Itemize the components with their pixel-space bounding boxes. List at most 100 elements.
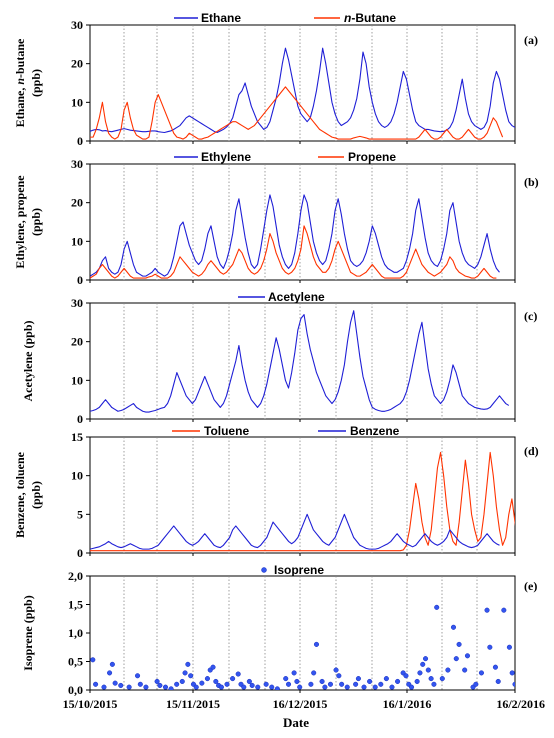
panel-b-ytick-label-0: 0: [77, 273, 83, 287]
panel-e-series: [90, 604, 515, 690]
panel-e-ylabel: Isoprene (ppb): [21, 595, 35, 670]
point-isoprene-44: [297, 684, 303, 690]
panel-e-frame: [89, 575, 516, 691]
point-isoprene-22: [199, 680, 205, 686]
panel-d-yticks: 0 5 10 15: [71, 430, 90, 560]
point-isoprene-11: [154, 678, 160, 685]
panel-d-ytick-label-0: 0: [77, 546, 83, 560]
point-isoprene-49: [319, 678, 325, 685]
point-isoprene-14: [168, 686, 174, 690]
series-line-ethane: [90, 47, 515, 134]
point-isoprene-61: [378, 681, 384, 687]
point-isoprene-15: [174, 681, 180, 687]
point-isoprene-28: [218, 684, 224, 690]
point-isoprene-1: [93, 681, 99, 687]
point-isoprene-82: [462, 667, 468, 673]
point-isoprene-74: [428, 676, 434, 682]
series-line-acetylene: [90, 310, 510, 413]
x-tick-label-4: 16/2/2016: [496, 697, 545, 711]
point-isoprene-10: [143, 684, 149, 690]
point-isoprene-35: [249, 682, 255, 688]
point-isoprene-51: [327, 681, 334, 687]
panel-e-legend: Isoprene: [261, 563, 324, 577]
point-isoprene-50: [322, 684, 328, 690]
panel-c-series: [90, 310, 510, 413]
panel-a-tag: (a): [524, 33, 538, 47]
point-isoprene-47: [311, 670, 317, 676]
x-tick-label-0: 15/10/2015: [63, 697, 118, 711]
panel-b-tag: (b): [524, 175, 539, 189]
panel-b-ytick-label-1: 10: [71, 234, 83, 248]
point-isoprene-64: [395, 678, 401, 685]
panel-c-legend: Acetylene: [238, 290, 325, 304]
point-isoprene-54: [339, 681, 345, 687]
panel-d-series: [90, 451, 515, 552]
panel-d-ytick-label-3: 15: [71, 430, 83, 444]
panel-e-ytick-label-3: 1,5: [68, 598, 83, 612]
point-isoprene-9: [137, 681, 143, 687]
point-isoprene-29: [224, 681, 230, 687]
point-isoprene-58: [361, 684, 367, 690]
point-isoprene-90: [495, 678, 501, 685]
panel-c: 0 10 20 30 (c) Acetylene (ppb) Acetylene: [21, 290, 537, 426]
x-tick-label-3: 16/1/2016: [383, 697, 432, 711]
legend-label-isoprene: Isoprene: [274, 563, 324, 577]
point-isoprene-91: [501, 607, 507, 613]
point-isoprene-5: [112, 680, 118, 686]
point-isoprene-57: [355, 676, 361, 682]
panel-a-ylabel-unit: (ppb): [29, 69, 43, 97]
point-isoprene-17: [182, 670, 188, 676]
point-isoprene-19: [188, 673, 194, 679]
panel-e-ytick-label-0: 0,0: [68, 683, 83, 697]
point-isoprene-25: [210, 664, 216, 670]
point-isoprene-21: [193, 684, 199, 690]
panel-b-yticks: 0 10 20 30: [71, 157, 90, 287]
point-isoprene-26: [213, 678, 219, 685]
panel-a-yticks: 0 10 20 30: [71, 18, 90, 148]
panel-a-frame: [89, 24, 516, 142]
panel-a-ylabel-part3: -butane: [13, 38, 27, 78]
panel-e-ytick-label-2: 1,0: [68, 626, 83, 640]
point-isoprene-53: [336, 673, 342, 679]
panel-b-grid: [123, 164, 478, 280]
point-isoprene-73: [425, 667, 431, 673]
point-isoprene-59: [367, 678, 373, 685]
point-isoprene-87: [484, 607, 490, 613]
point-isoprene-37: [263, 681, 269, 687]
point-isoprene-78: [445, 667, 451, 673]
panel-d: 0 5 10 15 (d) Benzene, toluene (ppb) Toluen…: [13, 424, 539, 560]
point-isoprene-71: [420, 661, 426, 667]
panel-c-frame: [89, 302, 516, 420]
panel-c-tag: (c): [524, 309, 537, 323]
point-isoprene-80: [453, 656, 459, 662]
point-isoprene-55: [344, 684, 350, 690]
panel-d-tag: (d): [524, 444, 539, 458]
point-isoprene-16: [179, 678, 185, 685]
point-isoprene-83: [464, 653, 471, 659]
point-isoprene-34: [246, 678, 252, 685]
point-isoprene-93: [509, 670, 515, 676]
point-isoprene-8: [134, 673, 141, 679]
panel-e: 0,0 0,5 1,0 1,5 2,0 (e) Isoprene (ppb) Isopr…: [21, 563, 537, 697]
legend-label-butane: n-Butane: [344, 11, 396, 25]
point-isoprene-92: [506, 644, 512, 650]
point-isoprene-75: [431, 681, 437, 687]
legend-marker-isoprene: [261, 567, 267, 573]
series-line-n-butane: [90, 86, 504, 140]
point-isoprene-88: [487, 644, 493, 650]
panel-a-grid: [123, 25, 478, 141]
point-isoprene-39: [274, 686, 280, 690]
series-line-propene: [90, 225, 497, 279]
point-isoprene-31: [235, 671, 241, 677]
panel-a-ytick-label-1: 10: [71, 95, 83, 109]
point-isoprene-63: [389, 684, 395, 690]
x-tick-label-1: 15/11/2015: [166, 697, 220, 711]
panel-b-series: [90, 194, 500, 279]
panel-c-yticks: 0 10 20 30: [71, 296, 90, 426]
legend-label-benzene: Benzene: [350, 424, 400, 438]
x-axis-label: Date: [283, 715, 309, 730]
point-isoprene-86: [478, 670, 484, 676]
panel-a-ylabel-part1: Ethane,: [13, 85, 27, 128]
panel-a-series: [90, 47, 515, 140]
